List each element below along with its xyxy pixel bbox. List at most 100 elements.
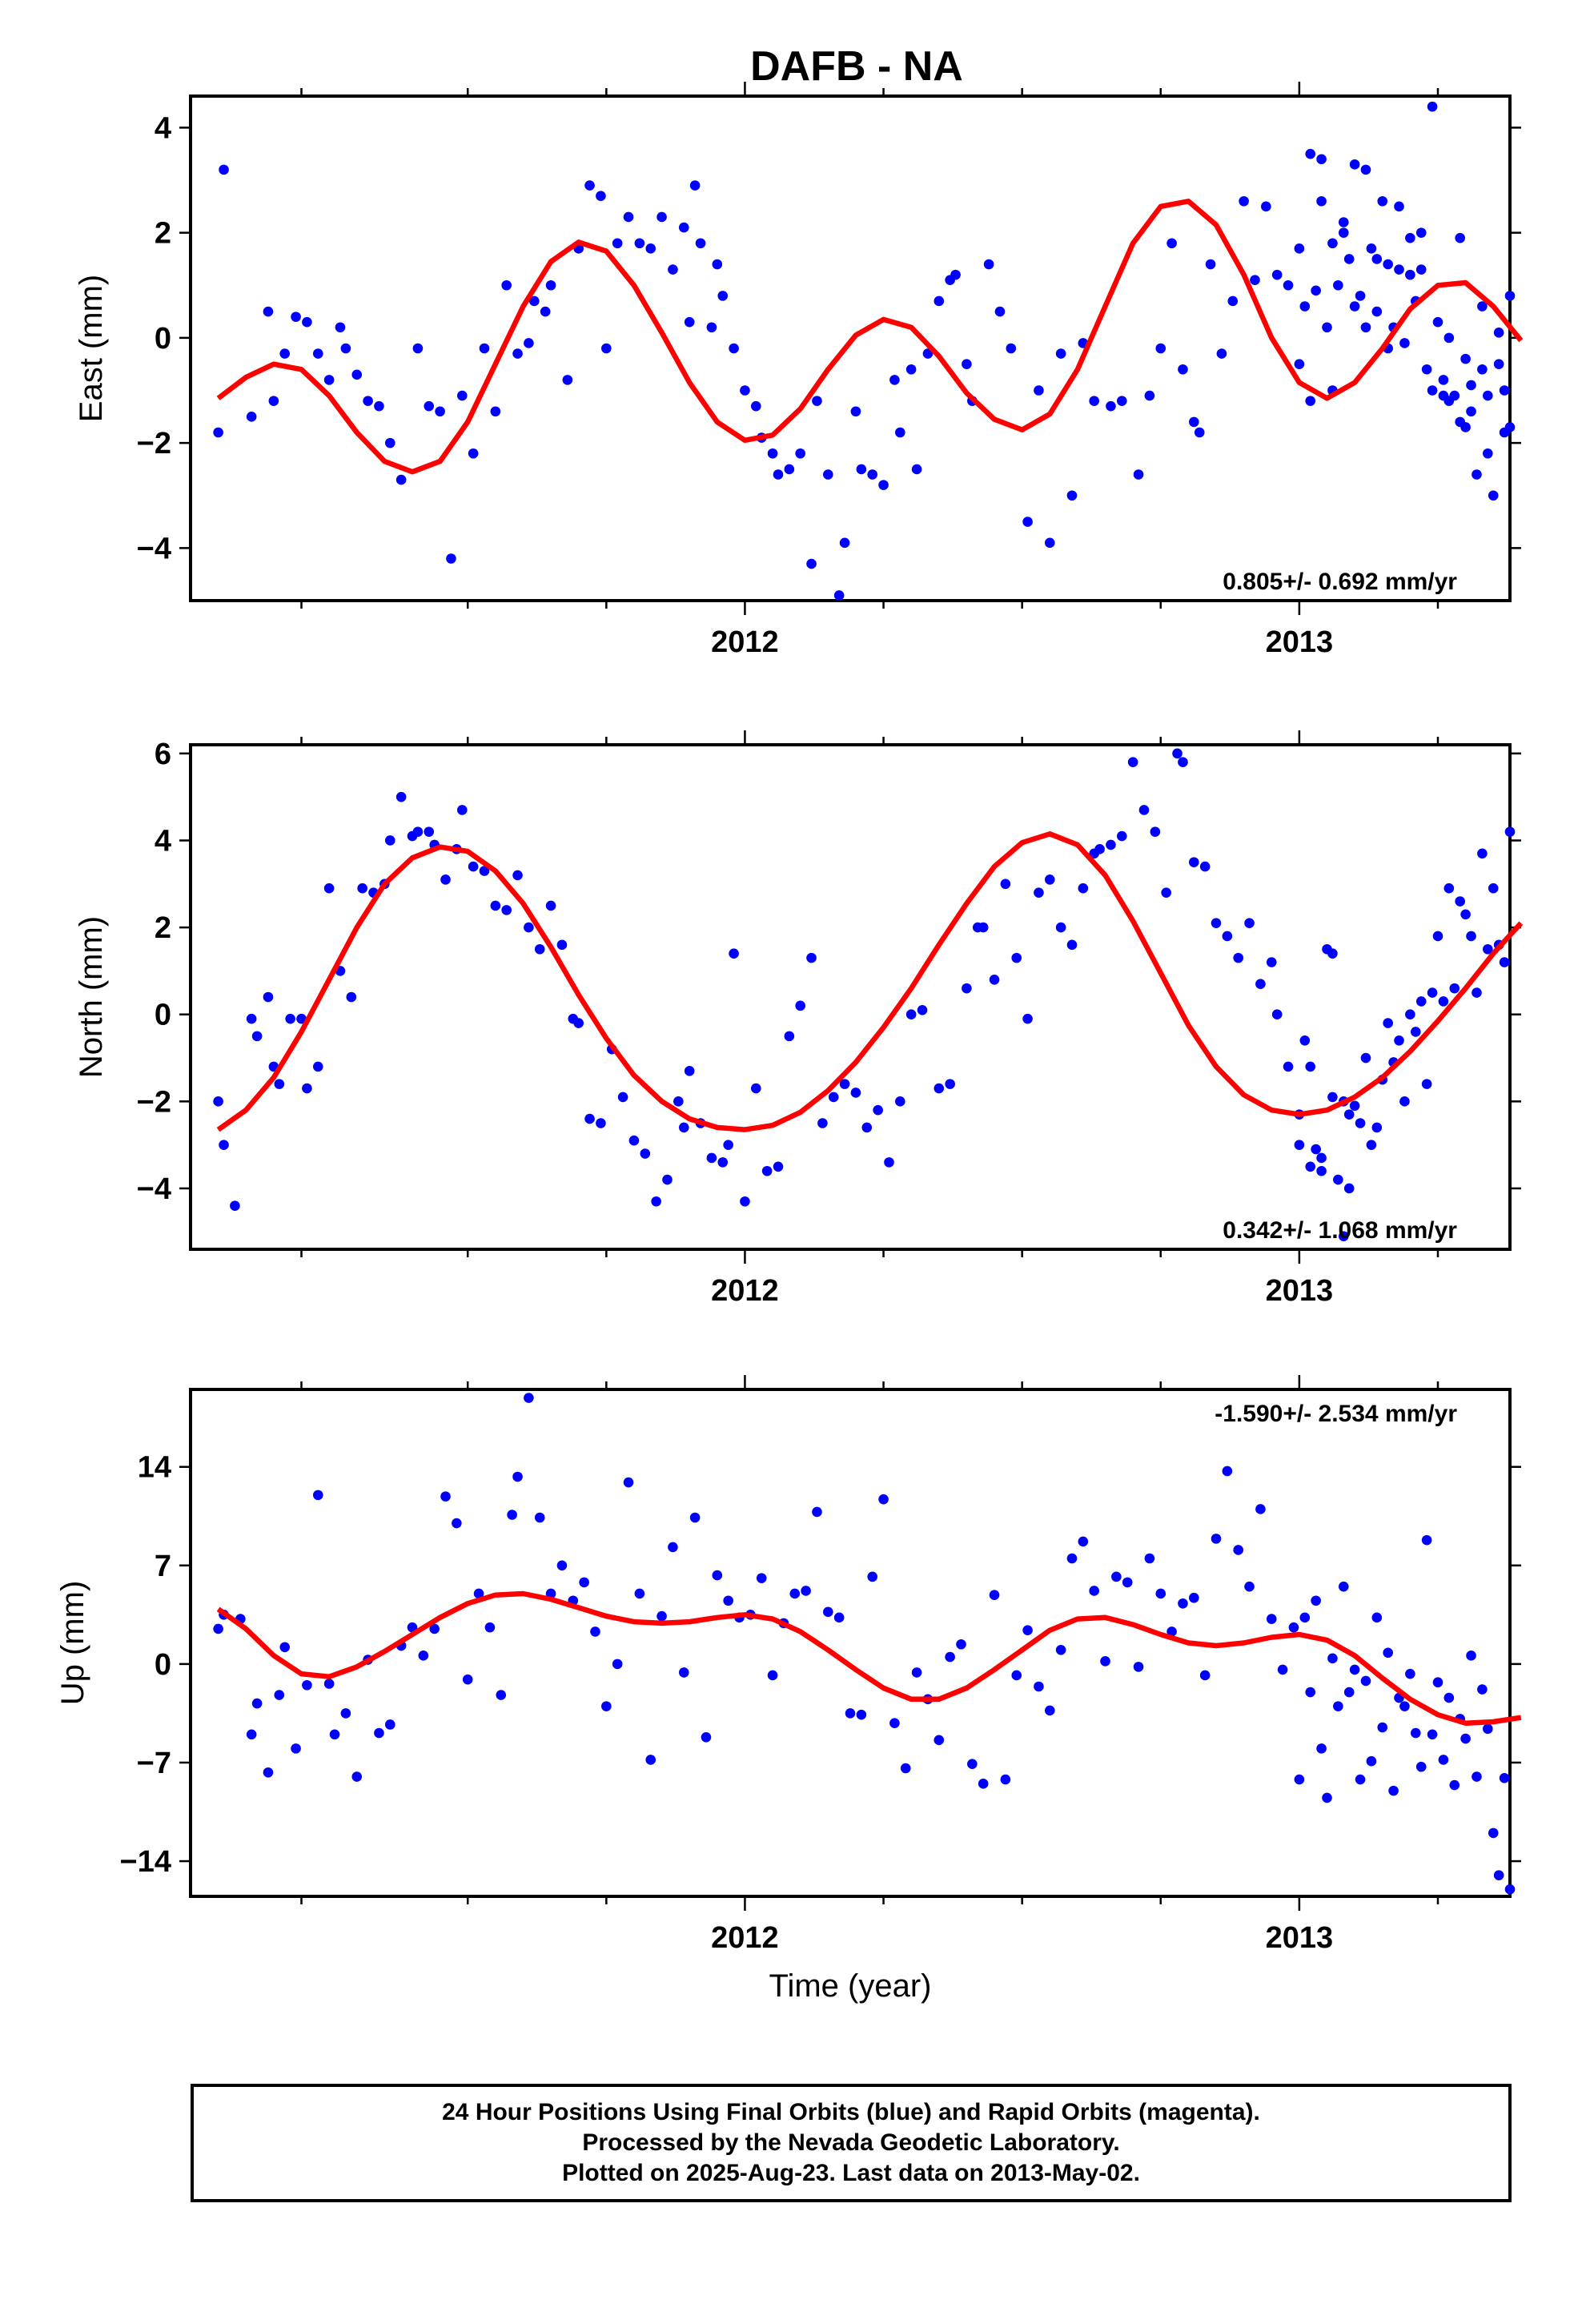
data-point [1305,1061,1316,1072]
data-point [1271,1009,1283,1020]
data-point [540,306,551,317]
data-point [1455,896,1465,907]
data-point [484,1622,496,1633]
data-point [1299,301,1311,312]
data-point [1415,264,1427,275]
data-point [1355,1774,1366,1785]
data-point [701,1732,712,1743]
data-point [833,590,845,601]
data-point [1438,996,1449,1007]
data-point [1383,1018,1393,1028]
x-tick-label: 2012 [711,1274,779,1308]
data-point [817,1118,828,1128]
data-point [412,343,424,354]
data-point [1066,1553,1078,1564]
data-point [1410,1027,1421,1037]
data-point [1349,159,1360,170]
data-point [357,883,367,894]
data-point [905,364,917,375]
data-point [524,922,534,933]
data-point [323,883,335,894]
data-point [861,1122,873,1133]
y-tick-label: 4 [155,111,171,145]
data-point [934,1083,945,1094]
data-point [468,448,479,459]
data-point [1488,883,1499,894]
data-point [329,1729,340,1740]
data-point [1111,1571,1122,1582]
data-point [994,306,1006,317]
data-point [424,826,435,837]
data-point [612,238,623,249]
data-point [1472,987,1482,998]
data-point [1388,1785,1399,1796]
data-point [1133,1662,1144,1672]
fit-line [216,1590,1522,1726]
data-point [1427,1729,1438,1740]
data-point [1488,490,1499,501]
data-point [812,396,822,406]
data-point [1415,227,1427,238]
data-point [1499,1773,1510,1783]
data-point [1261,201,1271,212]
data-point [1394,1035,1404,1046]
data-point [1355,1118,1366,1128]
data-series [213,1393,1299,1789]
data-point [596,191,606,201]
data-point [1355,291,1366,301]
data-point [1150,826,1161,837]
data-point [601,343,612,354]
data-point [263,991,274,1003]
data-point [1432,316,1443,328]
data-point [246,1729,257,1740]
data-point [534,943,545,955]
data-point [1421,364,1432,375]
data-point [989,974,1000,985]
data-series [213,748,1355,1211]
data-point [1449,1779,1460,1791]
data-point [274,1079,285,1089]
data-point [729,948,739,959]
data-point [756,1573,767,1583]
data-point [905,1009,917,1020]
data-point [1366,243,1377,254]
data-point [1360,164,1371,175]
data-point [1399,338,1410,348]
data-point [1116,830,1127,842]
data-point [429,1623,440,1634]
data-point [673,1096,684,1107]
data-point [1316,1743,1327,1754]
data-point [323,375,335,385]
data-point [900,1763,911,1774]
data-point [490,406,501,417]
data-point [1443,332,1455,344]
data-point [983,259,994,270]
data-point [684,1066,695,1076]
data-point [612,1659,623,1670]
data-point [1250,275,1260,285]
data-point [1415,996,1427,1007]
data-point [285,1013,295,1024]
data-point [740,1196,750,1207]
data-point [1222,931,1233,942]
y-tick-label: 0 [155,1648,171,1682]
data-point [712,1570,723,1581]
x-axis-label: Time (year) [769,1968,932,2004]
data-point [274,1690,285,1700]
data-point [750,400,761,412]
data-point [312,1490,323,1501]
y-tick-label: 2 [155,217,171,251]
data-point [662,1174,673,1185]
data-point [1277,1664,1288,1675]
footer-line-1: 24 Hour Positions Using Final Orbits (bl… [442,2099,1260,2125]
y-tick-label: 7 [155,1550,171,1583]
data-point [263,306,274,317]
data-point [1443,1692,1455,1703]
data-point [712,259,723,270]
data-point [1078,883,1089,894]
data-point [1316,154,1327,165]
footer-line-2: Processed by the Nevada Geodetic Laborat… [582,2129,1120,2156]
data-point [978,922,989,933]
data-point [219,164,229,175]
data-point [1477,364,1488,375]
